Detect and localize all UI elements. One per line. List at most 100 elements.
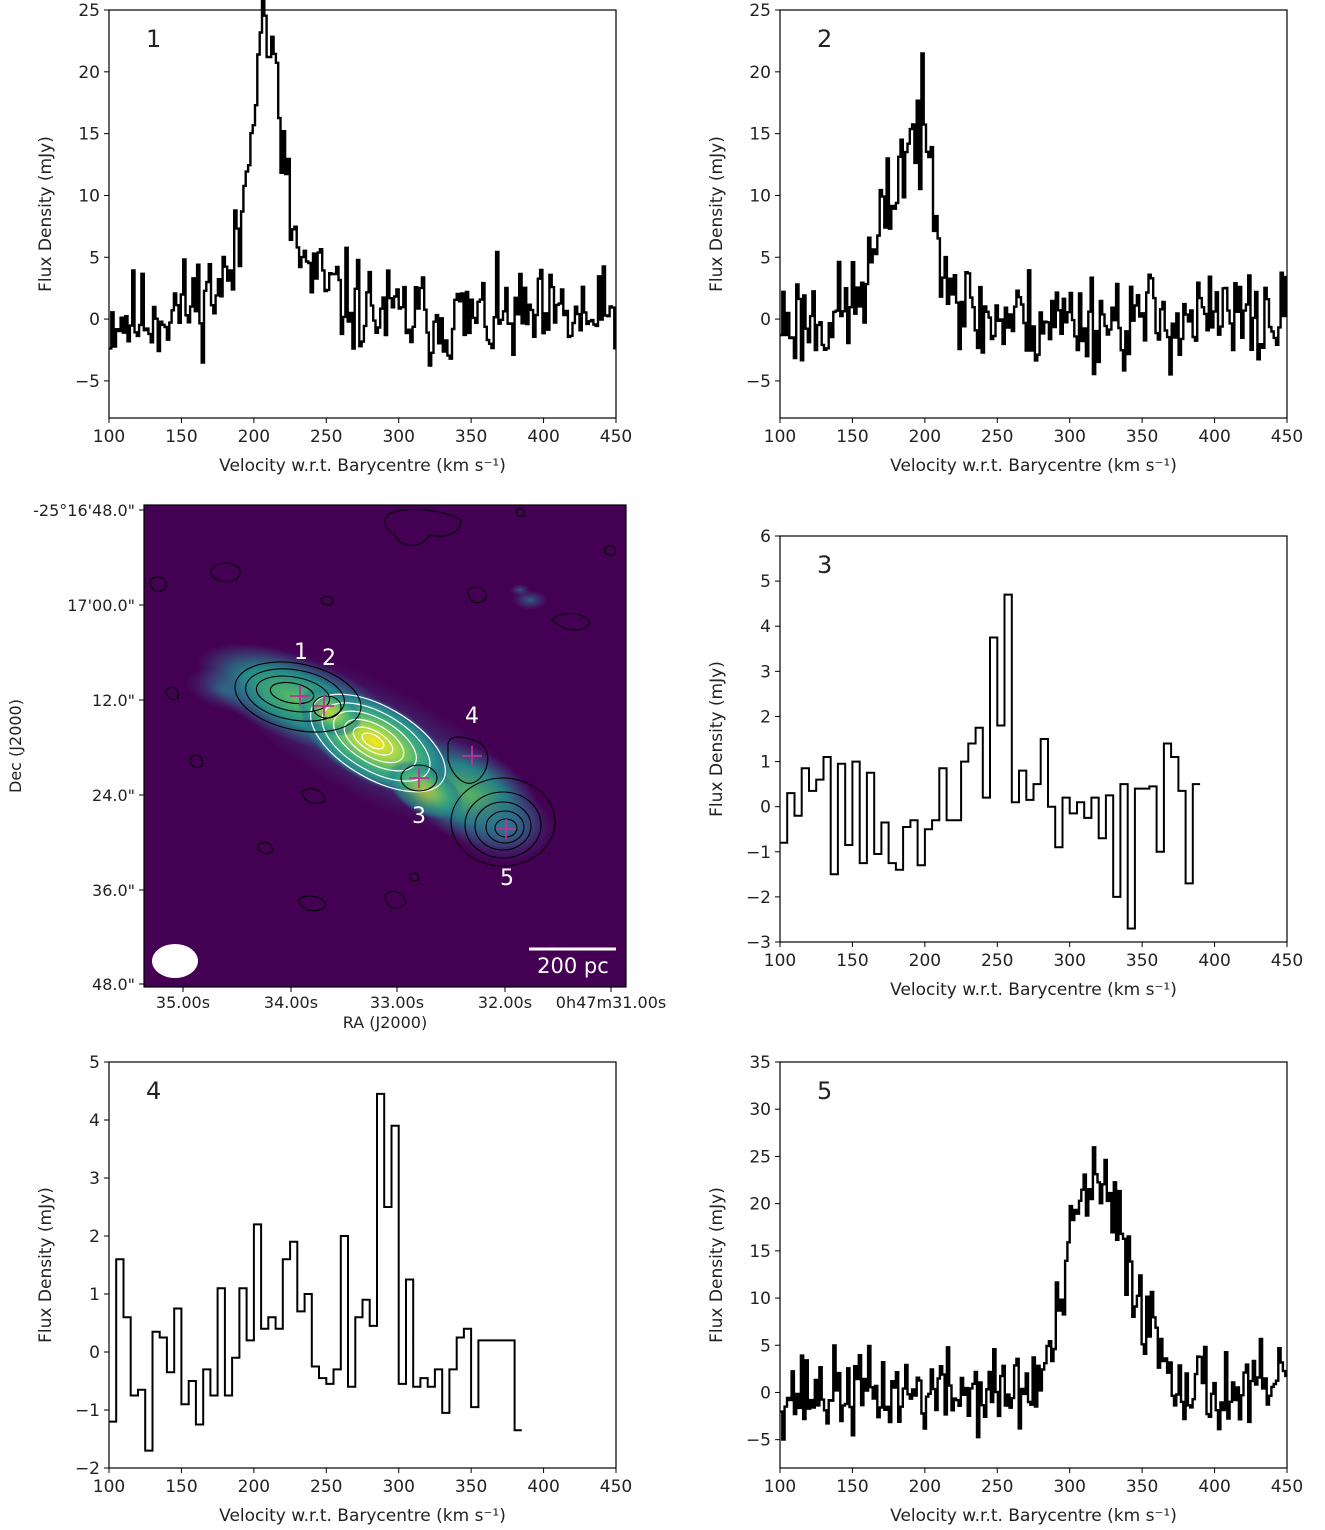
x-ticklabel-4-4: 300 <box>382 1477 414 1497</box>
panel-number-4: 4 <box>146 1077 161 1105</box>
plot-frame-2 <box>779 9 1288 419</box>
map-y-ticks <box>139 509 144 985</box>
x-ticklabel-4-6: 400 <box>527 1477 559 1497</box>
y-ticklabel-4-1: −1 <box>75 1401 100 1421</box>
map-xtick-2: 33.00s <box>370 993 424 1012</box>
x-ticklabel-4-5: 350 <box>455 1477 487 1497</box>
map-ytick-3: 24.0" <box>92 786 135 805</box>
x-ticklabel-2-3: 250 <box>981 427 1013 447</box>
x-ticklabel-3-3: 250 <box>981 951 1013 971</box>
x-ticklabel-4-3: 250 <box>310 1477 342 1497</box>
x-axis-label-3: Velocity w.r.t. Barycentre (km s⁻¹) <box>890 980 1177 1000</box>
y-ticklabel-4-7: 5 <box>89 1053 100 1073</box>
y-axis-label-1: Flux Density (mJy) <box>36 136 56 292</box>
spectrum-series-4 <box>109 1092 522 1452</box>
y-ticklabel-1-4: 15 <box>78 125 100 145</box>
y-ticklabel-1-0: −5 <box>75 372 100 392</box>
y-ticklabel-5-0: −5 <box>746 1431 771 1451</box>
y-ticklabel-3-2: −1 <box>746 843 771 863</box>
map-xtick-1: 34.00s <box>264 993 318 1012</box>
region-crosses <box>290 686 516 839</box>
map-y-axis-label: Dec (J2000) <box>6 699 25 793</box>
x-ticklabel-4-1: 150 <box>165 1477 197 1497</box>
x-ticklabel-3-1: 150 <box>836 951 868 971</box>
x-ticklabel-2-1: 150 <box>836 427 868 447</box>
y-ticklabel-4-5: 3 <box>89 1169 100 1189</box>
cross-5 <box>496 819 516 839</box>
region-label-3: 3 <box>412 804 426 829</box>
spectrum-panel-5: 100 150 200 250 300 350 400 450 −5 0 5 10 15 20 25 30 35… <box>707 1053 1303 1526</box>
y-ticklabel-2-2: 5 <box>760 248 771 268</box>
panel-number-3: 3 <box>817 551 832 579</box>
x-ticklabel-2-2: 200 <box>909 427 941 447</box>
x-ticklabel-5-6: 400 <box>1198 1477 1230 1497</box>
y-ticklabel-5-7: 30 <box>749 1100 771 1120</box>
region-label-2: 2 <box>322 646 336 671</box>
map-ytick-1: 17'00.0" <box>67 596 135 615</box>
spectrum-panel-3: 100 150 200 250 300 350 400 450 −3 −2 −1 0 1 2 3 4 5 6 Vel… <box>707 527 1303 1000</box>
map-x-axis-label: RA (J2000) <box>343 1013 427 1032</box>
y-ticklabel-5-5: 20 <box>749 1195 771 1215</box>
region-label-5: 5 <box>500 866 514 891</box>
map-ytick-2: 12.0" <box>92 691 135 710</box>
y-ticklabel-2-4: 15 <box>749 125 771 145</box>
x-ticklabel-3-7: 450 <box>1271 951 1303 971</box>
panel-number-1: 1 <box>146 25 161 53</box>
y-ticklabel-2-3: 10 <box>749 186 771 206</box>
x-ticklabel-3-6: 400 <box>1198 951 1230 971</box>
y-ticklabel-1-5: 20 <box>78 63 100 83</box>
x-ticklabel-1-4: 300 <box>382 427 414 447</box>
y-ticklabel-3-6: 3 <box>760 662 771 682</box>
spectrum-panel-2: 100 150 200 250 300 350 400 450 −5 0 5 10 15 20 25 Velo… <box>707 1 1303 476</box>
plot-frame-5 <box>779 1061 1288 1469</box>
spectrum-series-2 <box>780 52 1287 376</box>
y-ticklabel-3-3: 0 <box>760 798 771 818</box>
map-ytick-0: -25°16'48.0" <box>33 501 135 520</box>
cross-2 <box>314 696 334 716</box>
y-ticklabel-3-9: 6 <box>760 527 771 547</box>
map-x-ticklabels: 35.00s 34.00s 33.00s 32.00s 0h47m31.00s <box>156 993 666 1012</box>
cross-4 <box>462 746 482 766</box>
map-x-ticks <box>182 987 612 992</box>
cross-1 <box>290 686 310 706</box>
y-ticklabel-2-1: 0 <box>760 310 771 330</box>
x-ticklabel-3-0: 100 <box>764 951 796 971</box>
y-ticklabel-2-6: 25 <box>749 1 771 21</box>
y-axis-label-2: Flux Density (mJy) <box>707 136 727 292</box>
region-label-4: 4 <box>465 704 479 729</box>
y-ticklabel-5-3: 10 <box>749 1289 771 1309</box>
plot-frame-3 <box>779 535 1288 943</box>
x-ticklabel-2-7: 450 <box>1271 427 1303 447</box>
x-ticklabel-5-7: 450 <box>1271 1477 1303 1497</box>
y-ticklabel-4-3: 1 <box>89 1285 100 1305</box>
map-xtick-0: 35.00s <box>156 993 210 1012</box>
y-ticklabel-3-4: 1 <box>760 753 771 773</box>
region-labels: 1 2 3 4 5 <box>294 640 514 891</box>
x-ticklabel-3-4: 300 <box>1053 951 1085 971</box>
x-ticklabel-4-0: 100 <box>93 1477 125 1497</box>
y-ticklabel-3-7: 4 <box>760 617 771 637</box>
spectrum-series-3 <box>780 593 1201 930</box>
x-ticklabel-2-4: 300 <box>1053 427 1085 447</box>
plot-frame-4 <box>108 1061 617 1469</box>
y-ticklabel-5-4: 15 <box>749 1242 771 1262</box>
y-ticklabel-3-8: 5 <box>760 572 771 592</box>
x-axis-label-5: Velocity w.r.t. Barycentre (km s⁻¹) <box>890 1506 1177 1526</box>
x-ticklabel-5-3: 250 <box>981 1477 1013 1497</box>
panel-number-5: 5 <box>817 1077 832 1105</box>
y-axis-label-5: Flux Density (mJy) <box>707 1187 727 1343</box>
x-ticklabel-2-0: 100 <box>764 427 796 447</box>
y-ticklabel-3-0: −3 <box>746 933 771 953</box>
x-axis-label-1: Velocity w.r.t. Barycentre (km s⁻¹) <box>219 456 506 476</box>
map-panel: 1 2 3 4 5 200 pc 35.00s 34.00s 33.00s 32… <box>6 501 666 1032</box>
x-ticklabel-4-7: 450 <box>600 1477 632 1497</box>
y-ticklabel-4-0: −2 <box>75 1459 100 1479</box>
spectrum-series-1 <box>109 0 616 367</box>
x-ticklabel-1-1: 150 <box>165 427 197 447</box>
y-axis-label-3: Flux Density (mJy) <box>707 661 727 817</box>
x-ticklabel-2-6: 400 <box>1198 427 1230 447</box>
y-axis-label-4: Flux Density (mJy) <box>36 1187 56 1343</box>
x-ticklabel-5-2: 200 <box>909 1477 941 1497</box>
y-ticklabel-1-3: 10 <box>78 186 100 206</box>
